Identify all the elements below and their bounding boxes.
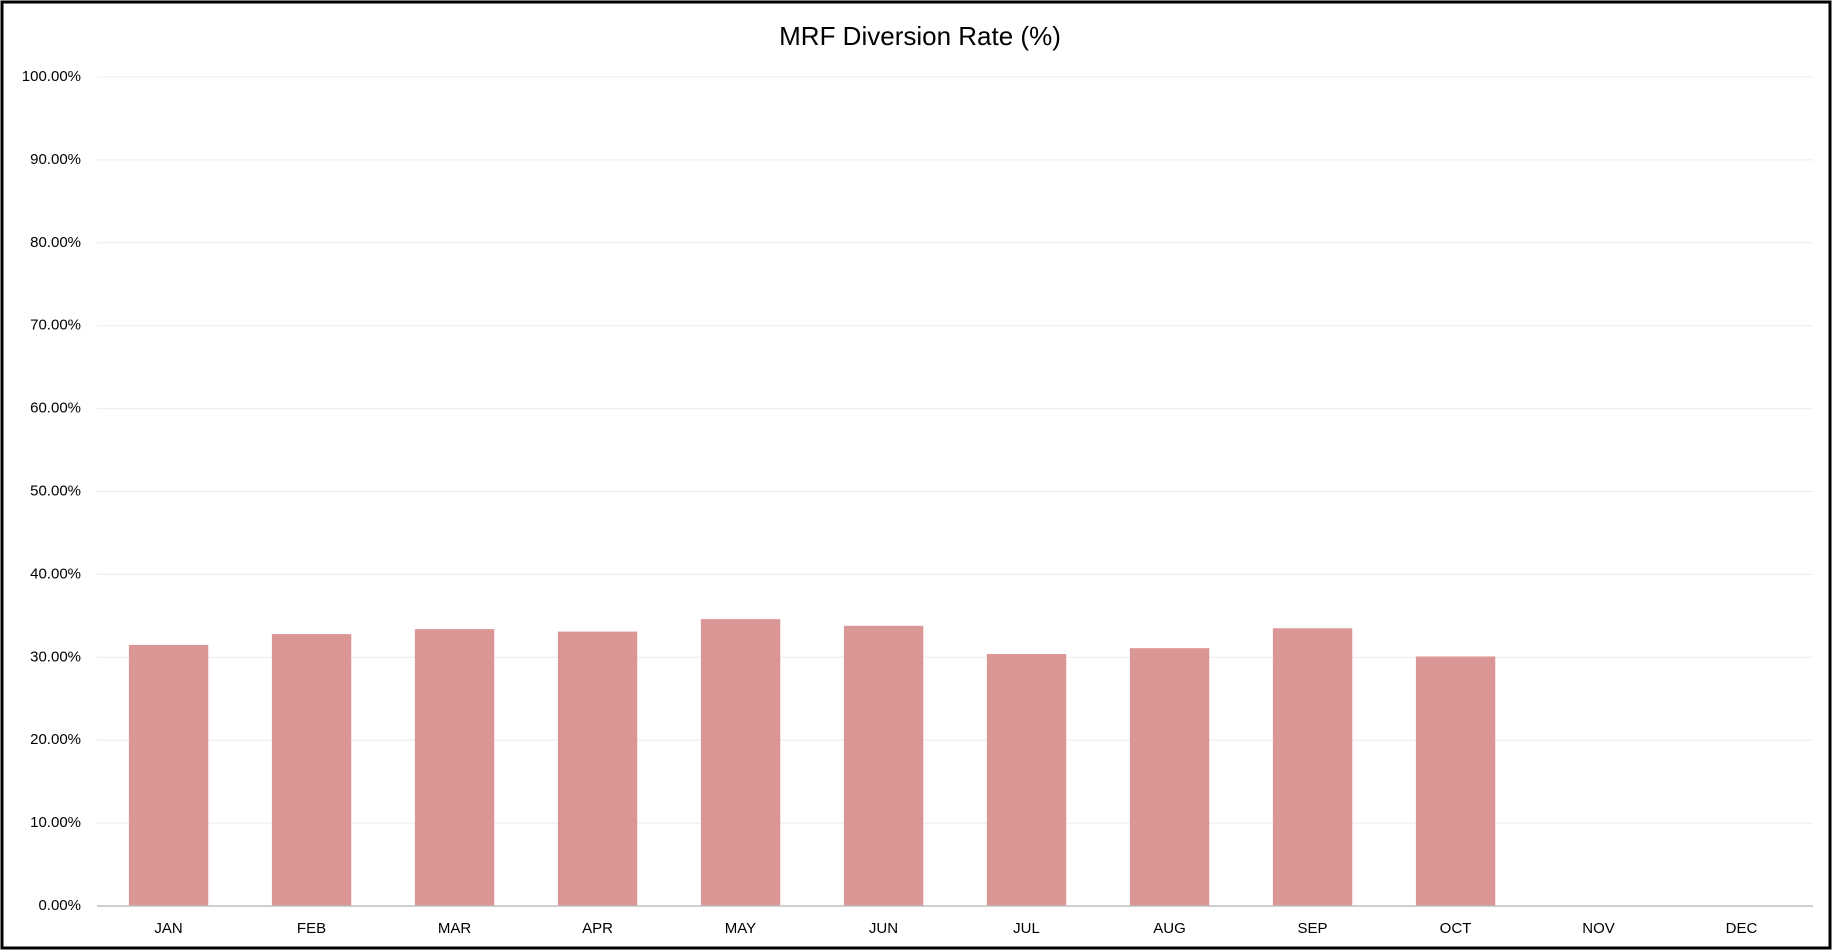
x-tick-label: JAN bbox=[154, 920, 182, 937]
y-tick-label: 50.00% bbox=[30, 482, 81, 499]
y-tick-label: 10.00% bbox=[30, 814, 81, 831]
bar bbox=[843, 625, 924, 906]
x-tick-label: JUN bbox=[869, 920, 898, 937]
x-tick-label: APR bbox=[582, 920, 613, 937]
y-tick-label: 30.00% bbox=[30, 648, 81, 665]
y-tick-label: 60.00% bbox=[30, 400, 81, 417]
y-tick-label: 40.00% bbox=[30, 565, 81, 582]
bar bbox=[1415, 656, 1496, 906]
bar bbox=[557, 631, 638, 906]
y-tick-label: 80.00% bbox=[30, 234, 81, 251]
x-tick-label: JUL bbox=[1013, 920, 1040, 937]
bar bbox=[1129, 648, 1210, 906]
x-tick-label: MAR bbox=[438, 920, 472, 937]
x-tick-label: AUG bbox=[1153, 920, 1186, 937]
bar bbox=[271, 634, 352, 906]
bar bbox=[700, 619, 781, 906]
y-tick-label: 70.00% bbox=[30, 317, 81, 334]
y-tick-label: 90.00% bbox=[30, 151, 81, 168]
x-tick-label: NOV bbox=[1582, 920, 1615, 937]
bar bbox=[1272, 628, 1353, 906]
bar bbox=[128, 644, 209, 906]
y-tick-label: 100.00% bbox=[22, 68, 81, 85]
y-tick-label: 0.00% bbox=[38, 897, 81, 914]
x-tick-label: OCT bbox=[1440, 920, 1472, 937]
chart-title: MRF Diversion Rate (%) bbox=[779, 21, 1061, 51]
bar bbox=[414, 629, 495, 906]
x-tick-label: SEP bbox=[1297, 920, 1327, 937]
x-tick-label: FEB bbox=[297, 920, 326, 937]
y-tick-label: 20.00% bbox=[30, 731, 81, 748]
x-tick-label: DEC bbox=[1726, 920, 1758, 937]
x-tick-label: MAY bbox=[725, 920, 756, 937]
bar bbox=[986, 653, 1067, 906]
